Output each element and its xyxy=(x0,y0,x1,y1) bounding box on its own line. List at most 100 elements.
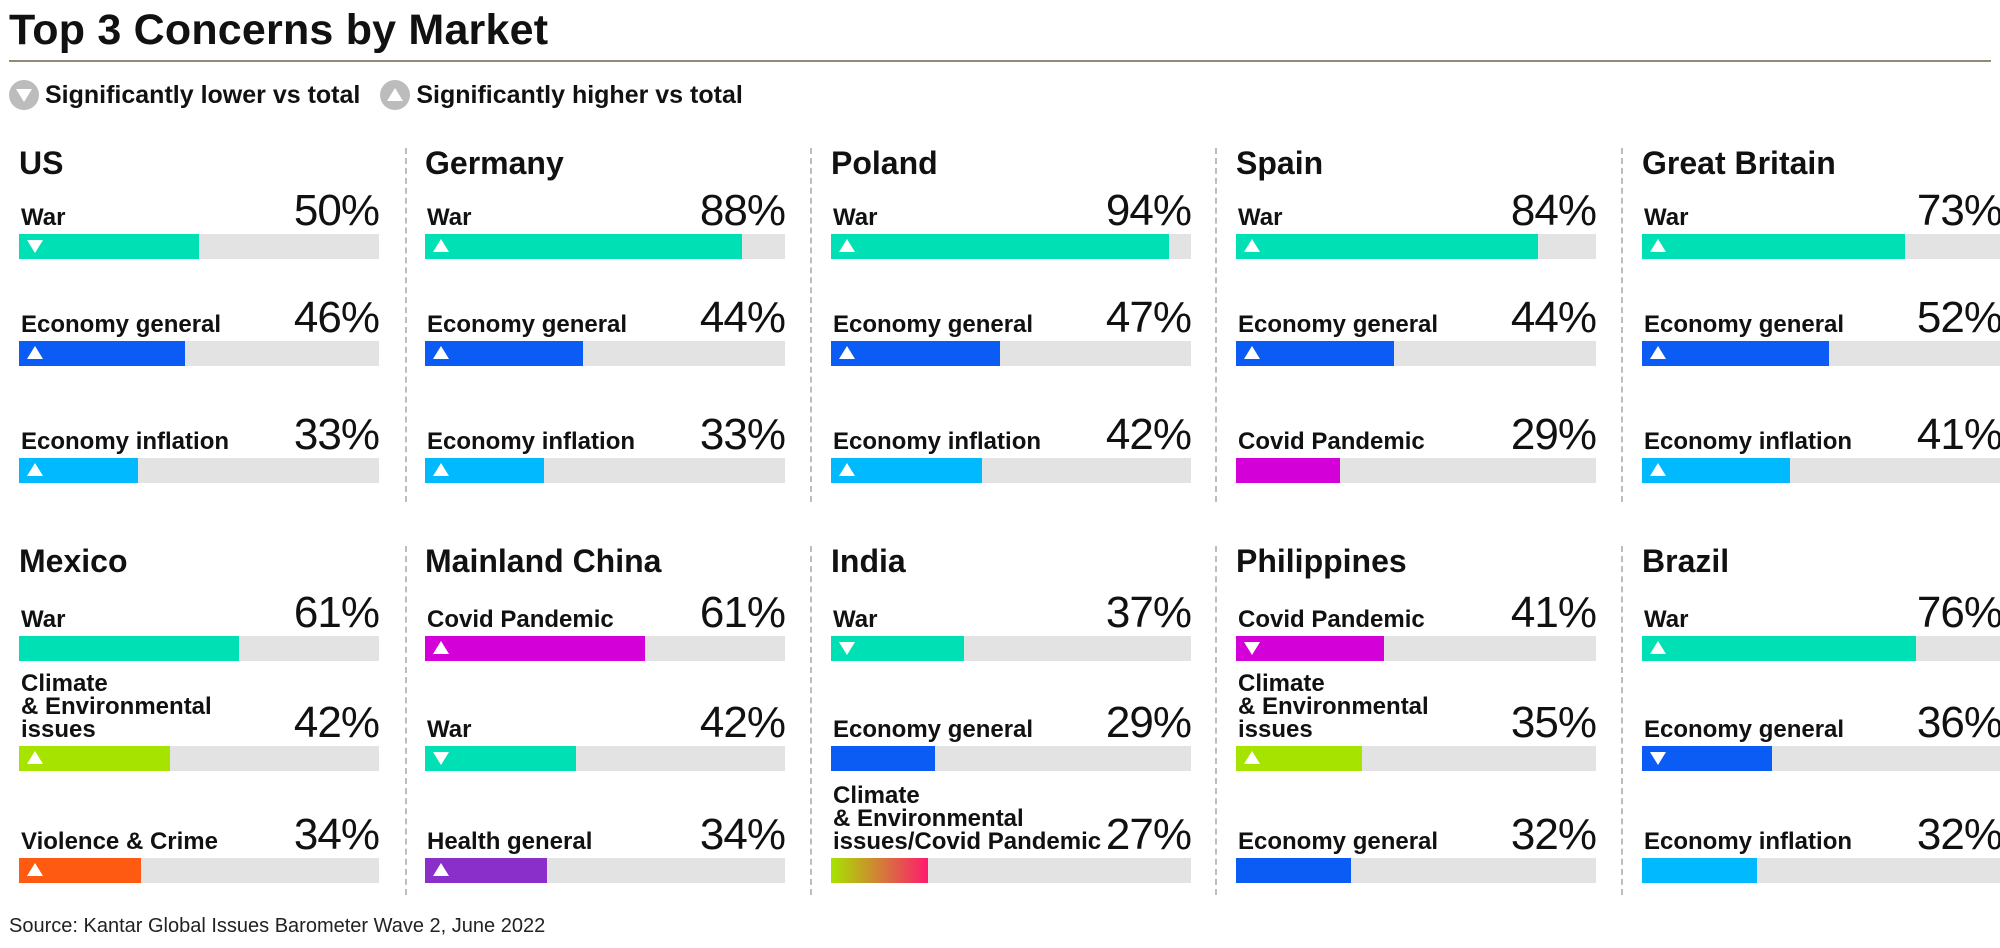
legend-lower-label: Significantly lower vs total xyxy=(45,80,361,109)
bar-fill xyxy=(831,746,936,771)
down-triangle-icon xyxy=(1650,752,1666,765)
bar-fill xyxy=(1236,234,1539,259)
concern-label: Economy general xyxy=(1238,828,1439,855)
concern-value: 42% xyxy=(1105,410,1192,459)
concern-value: 44% xyxy=(699,293,786,342)
concern-label: Violence & Crime xyxy=(21,828,218,855)
concern-row: Economy inflation 41% xyxy=(1642,143,2000,483)
bar-fill xyxy=(1236,636,1384,661)
bar-track xyxy=(1236,341,1596,366)
up-triangle-icon xyxy=(433,463,449,476)
up-triangle-icon xyxy=(1244,239,1260,252)
concern-value: 61% xyxy=(293,588,380,637)
concern-value: 37% xyxy=(1105,588,1192,637)
bar-track xyxy=(1642,636,2000,661)
bar-track xyxy=(1642,458,2000,483)
concern-value: 46% xyxy=(293,293,380,342)
concern-row: War 42% xyxy=(425,541,786,771)
concern-label: Covid Pandemic xyxy=(427,606,614,633)
market-name: Mexico xyxy=(19,543,128,579)
concern-row: Covid Pandemic 61% xyxy=(425,541,786,661)
concern-value: 35% xyxy=(1510,698,1597,747)
concern-row: Economy inflation 42% xyxy=(831,143,1192,483)
concern-row: Economy general 29% xyxy=(831,541,1192,771)
concern-value: 27% xyxy=(1105,810,1192,859)
bar-track xyxy=(1642,341,2000,366)
bar-track xyxy=(1236,746,1596,771)
up-triangle-icon xyxy=(27,463,43,476)
concern-label: War xyxy=(21,606,66,633)
concern-row: Economy general 44% xyxy=(425,143,786,366)
concern-label: War xyxy=(427,204,472,231)
bar-track xyxy=(831,341,1191,366)
bar-track xyxy=(19,636,379,661)
concern-row: Covid Pandemic 29% xyxy=(1236,143,1597,483)
bar-track xyxy=(425,746,785,771)
concern-value: 41% xyxy=(1510,588,1597,637)
concern-row: Economy inflation 33% xyxy=(425,143,786,483)
concern-value: 34% xyxy=(293,810,380,859)
market-panel-philippines: Philippines Covid Pandemic 41% Climate & En… xyxy=(1236,541,1597,901)
bar-track xyxy=(425,341,785,366)
concern-row: Economy general 32% xyxy=(1236,541,1597,883)
bar-track xyxy=(19,746,379,771)
legend-higher-label: Significantly higher vs total xyxy=(416,80,743,109)
concern-label: Climate & Environmental issues xyxy=(1238,670,1429,743)
market-panel-mexico: Mexico War 61% Climate & Environmental issu… xyxy=(19,541,380,901)
bar-fill xyxy=(19,636,239,661)
bar-fill xyxy=(425,341,584,366)
concern-row: Violence & Crime 34% xyxy=(19,541,380,883)
concern-label: Economy inflation xyxy=(1644,428,1853,455)
concern-value: 29% xyxy=(1105,698,1192,747)
up-triangle-icon xyxy=(27,751,43,764)
concern-label: Economy general xyxy=(833,716,1034,743)
market-name: Brazil xyxy=(1642,543,1730,579)
column-divider xyxy=(1621,546,1623,895)
concern-value: 73% xyxy=(1916,186,2000,235)
bar-track xyxy=(425,234,785,259)
concern-value: 42% xyxy=(293,698,380,747)
concern-row: War 50% xyxy=(19,143,380,259)
concern-value: 33% xyxy=(699,410,786,459)
concern-value: 50% xyxy=(293,186,380,235)
up-triangle-icon xyxy=(433,346,449,359)
concern-row: Economy general 46% xyxy=(19,143,380,366)
concern-row: Economy general 47% xyxy=(831,143,1192,366)
bar-track xyxy=(425,636,785,661)
bar-fill xyxy=(1642,746,1772,771)
column-divider xyxy=(810,546,812,895)
bar-fill xyxy=(831,458,983,483)
bar-track xyxy=(19,858,379,883)
down-triangle-icon xyxy=(27,240,43,253)
bar-fill xyxy=(1642,341,1830,366)
market-panel-poland: Poland War 94% Economy general 47% Economy in… xyxy=(831,143,1192,503)
up-triangle-icon xyxy=(433,239,449,252)
up-triangle-icon xyxy=(1650,346,1666,359)
bar-track xyxy=(1236,636,1596,661)
market-name: Great Britain xyxy=(1642,145,1836,181)
source-note: Source: Kantar Global Issues Barometer W… xyxy=(9,915,546,937)
column-divider xyxy=(810,148,812,502)
concern-value: 44% xyxy=(1510,293,1597,342)
concern-row: Climate & Environmental issues 35% xyxy=(1236,541,1597,771)
concern-row: War 73% xyxy=(1642,143,2000,259)
concern-row: Climate & Environmental issues 42% xyxy=(19,541,380,771)
concern-label: Economy general xyxy=(1644,716,1845,743)
concern-row: Covid Pandemic 41% xyxy=(1236,541,1597,661)
market-panel-india: India War 37% Economy general 29% Climate & E… xyxy=(831,541,1192,901)
concern-label: War xyxy=(833,606,878,633)
bar-track xyxy=(19,341,379,366)
bar-track xyxy=(1642,234,2000,259)
concern-label: Economy inflation xyxy=(1644,828,1853,855)
concern-label: War xyxy=(427,716,472,743)
concern-value: 29% xyxy=(1510,410,1597,459)
up-triangle-icon xyxy=(1650,641,1666,654)
column-divider xyxy=(1621,148,1623,502)
bar-track xyxy=(19,458,379,483)
market-panel-us: US War 50% Economy general 46% Economy inflat… xyxy=(19,143,380,503)
bar-fill xyxy=(1236,458,1341,483)
concern-value: 36% xyxy=(1916,698,2000,747)
concern-value: 32% xyxy=(1916,810,2000,859)
concern-value: 94% xyxy=(1105,186,1192,235)
concern-row: War 94% xyxy=(831,143,1192,259)
